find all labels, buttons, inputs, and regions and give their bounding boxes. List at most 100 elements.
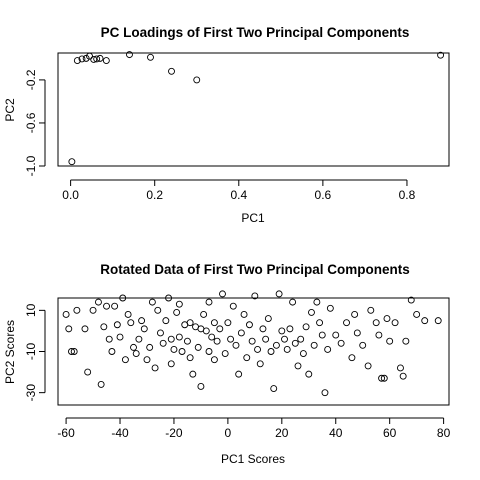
- scores-point: [108, 348, 116, 355]
- scores-point: [321, 389, 329, 397]
- scores-x-tick-label: -20: [165, 426, 183, 440]
- scores-panel: Rotated Data of First Two Principal Comp…: [3, 262, 451, 466]
- scores-y-tick-label: 10: [24, 303, 38, 317]
- loadings-x-tick-label: 0.8: [399, 188, 416, 202]
- scores-point: [138, 317, 146, 325]
- scores-point: [297, 335, 305, 343]
- scores-point: [229, 302, 237, 310]
- scores-point: [65, 325, 73, 333]
- loadings-point: [168, 67, 175, 75]
- scores-point: [375, 331, 383, 339]
- scores-point: [299, 350, 307, 358]
- scores-point: [291, 339, 299, 347]
- scores-point: [148, 298, 156, 306]
- loadings-y-tick-label: -0.6: [24, 112, 38, 133]
- scores-point: [97, 380, 105, 388]
- loadings-point: [102, 57, 110, 64]
- scores-point: [270, 385, 278, 392]
- loadings-x-tick-label: 0.6: [315, 188, 332, 202]
- scores-point: [386, 337, 394, 345]
- scores-point: [100, 323, 108, 331]
- scores-point: [170, 345, 178, 353]
- scores-x-tick-label: 80: [437, 426, 451, 440]
- loadings-point: [90, 56, 98, 63]
- scores-point: [135, 335, 143, 343]
- scores-point: [205, 348, 213, 355]
- loadings-point: [126, 51, 133, 59]
- scores-y-axis: -30 -10 10: [24, 303, 46, 401]
- scores-point: [248, 337, 256, 345]
- scores-point: [289, 298, 297, 306]
- scores-point: [70, 348, 78, 355]
- scores-point: [264, 315, 272, 323]
- scores-point: [278, 327, 286, 335]
- scores-point: [73, 306, 81, 314]
- scores-point: [254, 345, 261, 353]
- scores-point: [316, 319, 324, 327]
- scores-point: [116, 333, 124, 341]
- scores-x-label: PC1 Scores: [221, 452, 285, 466]
- scores-point: [332, 331, 340, 339]
- scores-point: [397, 364, 404, 372]
- scores-point: [324, 345, 332, 353]
- scores-point: [359, 341, 367, 349]
- scores-point: [402, 337, 410, 345]
- scores-y-tick-label: -10: [24, 343, 38, 361]
- scores-point: [399, 372, 407, 380]
- scores-point: [186, 319, 194, 327]
- scores-point: [119, 294, 127, 302]
- scores-point: [272, 341, 280, 349]
- loadings-point: [73, 57, 81, 64]
- scores-point: [165, 294, 173, 302]
- scores-point: [281, 335, 288, 343]
- scores-point: [232, 341, 240, 349]
- loadings-x-axis: 0.0 0.2 0.4 0.6 0.8: [62, 179, 416, 202]
- scores-point: [105, 335, 113, 343]
- scores-x-tick-label: 20: [275, 426, 289, 440]
- scores-point: [372, 319, 380, 327]
- scores-point: [313, 298, 321, 306]
- scores-point: [81, 325, 89, 333]
- scores-point: [94, 298, 102, 306]
- scores-point: [256, 360, 264, 368]
- scores-point: [337, 339, 345, 347]
- loadings-point: [68, 158, 76, 166]
- scores-point: [202, 327, 210, 335]
- loadings-point: [437, 51, 445, 59]
- scores-point: [235, 370, 243, 378]
- scores-point: [227, 335, 235, 343]
- loadings-x-tick-label: 0.2: [146, 188, 163, 202]
- scores-point: [132, 350, 140, 358]
- scores-plot-frame: [57, 297, 450, 406]
- scores-point: [380, 374, 388, 382]
- scores-point: [318, 331, 326, 339]
- scores-point: [302, 323, 310, 331]
- scores-point: [251, 292, 259, 300]
- loadings-y-axis: -1.0 -0.6 -0.2: [24, 69, 46, 176]
- scores-point: [378, 374, 386, 382]
- scores-x-tick-label: -40: [111, 426, 129, 440]
- scores-point: [353, 329, 361, 337]
- scores-point: [62, 311, 70, 318]
- scores-point: [68, 348, 75, 355]
- scores-point: [246, 321, 253, 329]
- scores-point: [219, 290, 226, 298]
- scores-x-axis: -60 -40 -20 0 20 40 60 80: [57, 417, 451, 440]
- loadings-points: [68, 51, 445, 166]
- scores-point: [89, 306, 97, 314]
- scores-point: [286, 325, 294, 333]
- scores-point: [127, 319, 135, 327]
- scores-point: [210, 319, 218, 327]
- scores-point: [213, 337, 221, 345]
- scores-point: [326, 304, 334, 312]
- scores-point: [391, 319, 399, 327]
- loadings-y-tick-label: -1.0: [24, 155, 38, 176]
- scores-point: [84, 368, 92, 376]
- loadings-point: [78, 55, 86, 63]
- scores-point: [186, 354, 194, 362]
- scores-point: [130, 343, 137, 351]
- scores-point: [267, 348, 275, 355]
- scores-point: [197, 383, 205, 390]
- scores-point: [407, 296, 415, 304]
- scores-point: [173, 308, 181, 316]
